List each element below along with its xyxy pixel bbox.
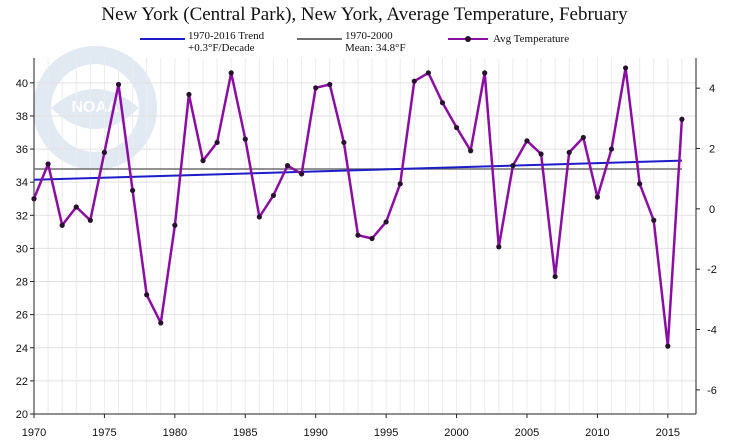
- legend-mean-line1: 1970-2000: [345, 30, 393, 42]
- x-tick-label: 1980: [163, 427, 187, 439]
- data-point: [270, 192, 277, 199]
- y-tick-label-left: 30: [16, 243, 28, 255]
- data-point: [144, 292, 150, 298]
- data-point: [439, 100, 446, 106]
- y-tick-label-right: -2: [707, 264, 717, 276]
- data-point: [468, 148, 474, 154]
- legend-trend-line2: +0.3°F/Decade: [188, 42, 255, 54]
- x-tick-label: 1970: [22, 427, 46, 439]
- data-point: [87, 217, 93, 223]
- noaa-logo-watermark: NOAA: [33, 46, 157, 170]
- data-point: [299, 171, 305, 177]
- data-point: [31, 196, 37, 202]
- data-point: [242, 136, 248, 142]
- data-point: [228, 70, 234, 76]
- data-point: [552, 273, 558, 280]
- data-point: [214, 139, 220, 146]
- data-point: [608, 146, 615, 152]
- y-tick-label-right: 2: [709, 144, 715, 156]
- x-tick-label: 1985: [233, 427, 257, 439]
- x-tick-label: 1975: [92, 427, 116, 439]
- data-point: [200, 158, 206, 164]
- data-point: [186, 91, 192, 98]
- data-point: [158, 320, 164, 326]
- legend-trend-swatch: [140, 38, 185, 40]
- x-tick-label: 2015: [656, 427, 680, 439]
- noaa-logo-text: NOAA: [71, 99, 119, 116]
- data-point: [538, 151, 544, 157]
- data-point: [679, 116, 685, 122]
- y-tick-label-left: 22: [16, 376, 28, 388]
- x-tick-label: 2010: [585, 427, 609, 439]
- legend-mean-label: 1970-2000 Mean: 34.8°F: [345, 30, 406, 54]
- x-tick-label: 2000: [444, 427, 468, 439]
- data-point: [594, 194, 601, 200]
- legend-mean-line2: Mean: 34.8°F: [345, 42, 406, 54]
- data-point: [59, 222, 65, 228]
- legend-trend-label: 1970-2016 Trend +0.3°F/Decade: [188, 30, 264, 54]
- data-point: [341, 139, 347, 146]
- data-point: [383, 219, 389, 225]
- data-point: [482, 70, 488, 76]
- legend: 1970-2016 Trend +0.3°F/Decade 1970-2000 …: [0, 30, 729, 60]
- legend-trend-line1: 1970-2016 Trend: [188, 30, 265, 42]
- y-tick-label-left: 26: [16, 310, 28, 322]
- data-point: [115, 81, 122, 88]
- data-point: [101, 149, 108, 155]
- data-point: [411, 78, 417, 84]
- data-point: [172, 222, 178, 228]
- y-tick-label-left: 24: [16, 343, 28, 355]
- y-tick-label-left: 40: [16, 78, 28, 90]
- data-point: [397, 181, 403, 187]
- y-tick-label-left: 32: [16, 210, 28, 222]
- data-point: [496, 244, 502, 250]
- data-point: [256, 214, 262, 220]
- x-tick-label: 2005: [515, 427, 539, 439]
- y-tick-label-right: -6: [707, 385, 717, 397]
- data-point: [284, 163, 291, 169]
- trend-line: [33, 159, 682, 181]
- data-point: [425, 70, 431, 76]
- data-point: [580, 134, 586, 141]
- legend-avg-marker: [465, 36, 471, 42]
- data-point: [651, 217, 657, 223]
- data-point: [510, 163, 516, 169]
- legend-mean-swatch: [297, 38, 342, 40]
- y-tick-label-right: 0: [709, 204, 715, 216]
- data-point: [369, 235, 375, 242]
- y-tick-label-right: -4: [707, 325, 717, 337]
- data-point: [73, 204, 79, 210]
- data-point: [355, 232, 361, 238]
- chart-title: New York (Central Park), New York, Avera…: [101, 4, 628, 25]
- y-tick-label-left: 28: [16, 277, 28, 289]
- data-point: [313, 85, 319, 91]
- y-tick-label-left: 38: [16, 111, 28, 123]
- y-tick-label-left: 36: [16, 144, 28, 156]
- data-point: [129, 187, 136, 194]
- data-point: [45, 161, 51, 167]
- data-point: [453, 124, 460, 131]
- data-point: [327, 81, 333, 88]
- data-point: [637, 181, 643, 187]
- y-tick-label-left: 20: [16, 409, 28, 421]
- data-point: [524, 138, 530, 144]
- data-point: [665, 343, 671, 349]
- data-point: [622, 65, 629, 71]
- data-point: [566, 149, 572, 155]
- y-tick-label-left: 34: [16, 177, 28, 189]
- y-tick-label-right: 4: [709, 83, 715, 95]
- x-tick-label: 1990: [303, 427, 327, 439]
- legend-avg-label: Avg Temperature: [493, 33, 570, 45]
- x-tick-label: 1995: [374, 427, 398, 439]
